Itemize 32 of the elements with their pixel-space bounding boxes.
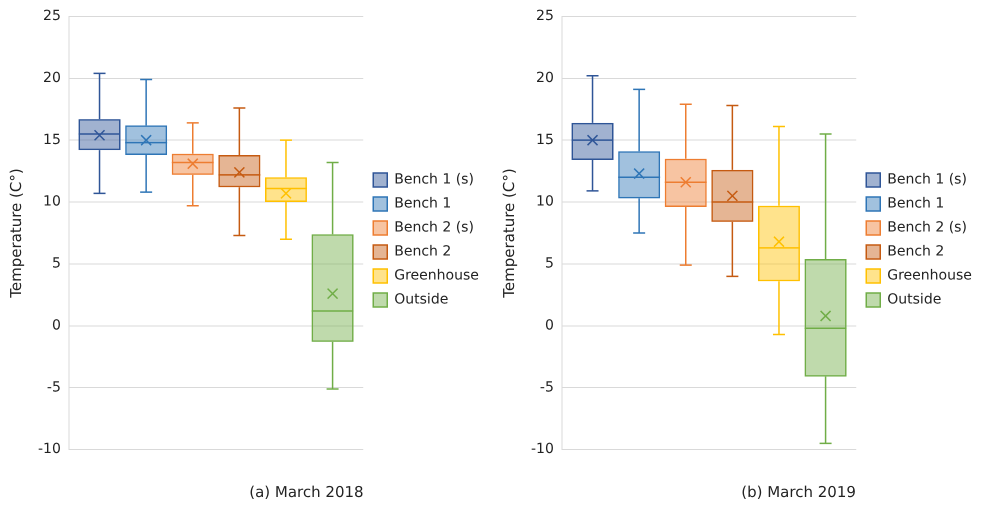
y-tick-label: -5	[540, 379, 554, 396]
legend-label: Outside	[394, 292, 448, 308]
text: (b) March 2019	[741, 483, 856, 501]
y-tick-label: 25	[43, 8, 61, 24]
text: (a) March 2018	[249, 483, 364, 501]
y-axis-title: Temperature (C°)	[500, 168, 518, 299]
legend-label: Bench 2 (s)	[887, 220, 967, 236]
y-tick-label: 10	[43, 194, 61, 210]
y-tick-label: 10	[536, 194, 554, 210]
y-tick-label: 5	[544, 256, 554, 272]
legend-label: Bench 2	[394, 244, 452, 260]
legend-label: Bench 1 (s)	[394, 172, 474, 188]
y-tick-label: 25	[536, 8, 554, 24]
y-tick-label: 0	[544, 317, 554, 334]
y-tick-label: 20	[43, 70, 61, 86]
legend-label: Bench 1	[887, 196, 944, 212]
y-tick-label: 20	[536, 70, 554, 86]
y-axis-title: Temperature (C°)	[6, 168, 25, 299]
legend-label: Greenhouse	[394, 268, 479, 284]
legend-label: Outside	[887, 292, 942, 308]
y-tick-label: -10	[530, 441, 554, 458]
legend-label: Greenhouse	[887, 268, 972, 284]
y-tick-label: 5	[52, 256, 61, 272]
legend-label: Bench 1	[394, 196, 452, 212]
y-tick-label: -5	[46, 379, 61, 396]
y-tick-label: 15	[536, 132, 554, 148]
legend-label: Bench 2 (s)	[394, 220, 474, 236]
y-tick-label: -10	[38, 441, 61, 458]
y-tick-label: 15	[43, 132, 61, 148]
y-tick-label: 0	[52, 317, 61, 334]
legend-label: Bench 1 (s)	[887, 172, 967, 188]
legend-label: Bench 2	[887, 244, 944, 260]
